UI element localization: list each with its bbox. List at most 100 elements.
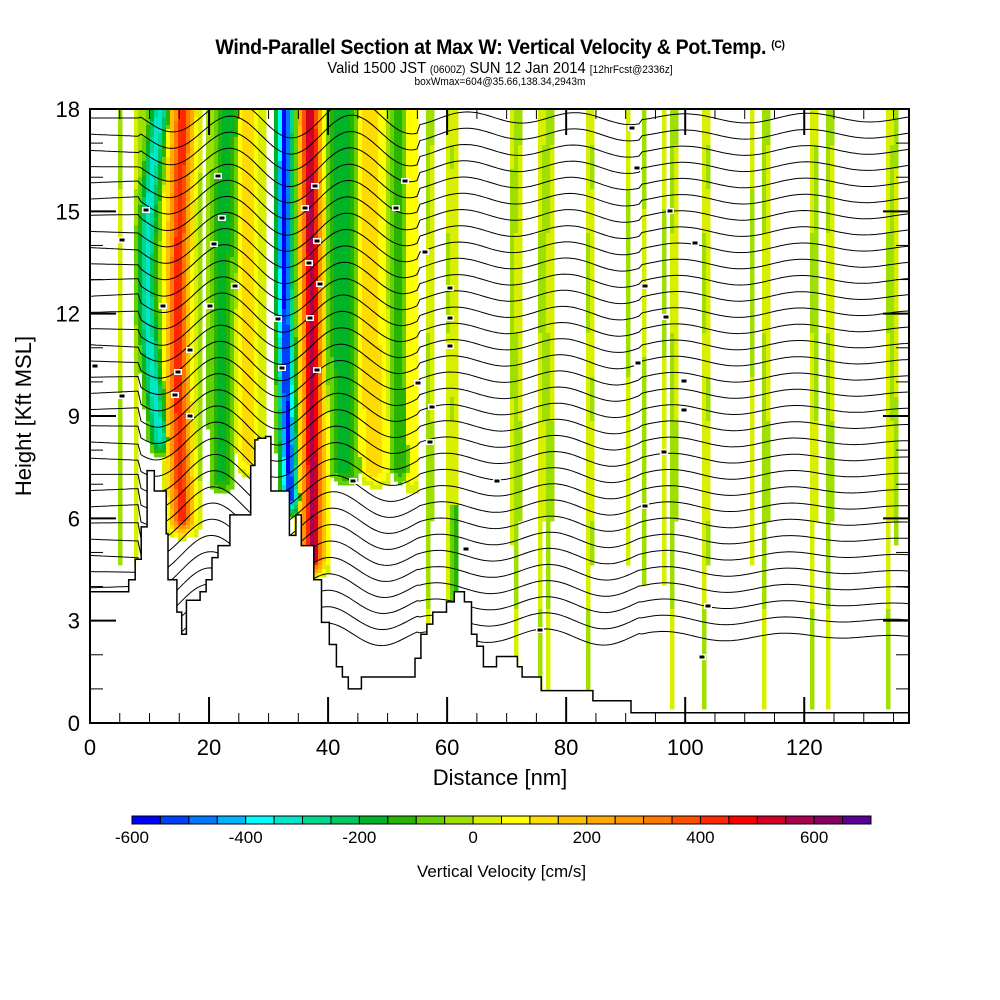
velocity-cell <box>162 141 167 158</box>
velocity-cell <box>762 609 767 710</box>
isentrope-label <box>91 363 99 369</box>
velocity-cell <box>662 357 667 586</box>
velocity-cell <box>158 177 163 202</box>
velocity-cell <box>290 385 295 418</box>
velocity-cell <box>830 145 835 422</box>
isentrope-label-glyph <box>537 628 543 632</box>
isentrope-lines <box>90 109 909 660</box>
velocity-cell <box>174 121 179 166</box>
velocity-cell <box>178 533 183 538</box>
isentrope-label <box>680 407 688 413</box>
velocity-cell <box>278 377 283 410</box>
velocity-cell <box>302 321 307 554</box>
velocity-cell <box>426 109 431 234</box>
velocity-cell <box>450 421 455 506</box>
velocity-cell <box>206 109 211 330</box>
isentrope-label-glyph <box>447 286 453 290</box>
colorbar-segment <box>444 815 474 825</box>
velocity-cell <box>306 253 311 466</box>
velocity-cell <box>426 233 431 334</box>
velocity-cell <box>410 485 415 494</box>
velocity-cell <box>762 233 767 334</box>
isentrope-line <box>90 356 909 398</box>
velocity-cell <box>258 109 263 470</box>
isentrope-line <box>90 109 909 139</box>
box-max-info: boxWmax=604@35.66,138.34,2943m <box>414 76 586 88</box>
velocity-cell <box>290 477 295 502</box>
y-tick-label: 9 <box>68 404 80 429</box>
velocity-cell <box>186 269 191 378</box>
velocity-cell <box>626 377 631 566</box>
isentrope-label <box>301 205 309 211</box>
velocity-cell <box>290 501 295 506</box>
isentrope-label <box>316 281 324 287</box>
velocity-cell <box>542 145 547 422</box>
velocity-cell <box>590 421 595 522</box>
velocity-cell <box>194 529 199 538</box>
velocity-cell <box>150 413 155 426</box>
velocity-cell <box>214 177 219 486</box>
velocity-cell <box>406 481 411 494</box>
x-tick-label: 0 <box>84 735 96 760</box>
velocity-cell <box>706 145 711 190</box>
velocity-cell <box>158 149 163 162</box>
velocity-cell <box>186 109 191 154</box>
isentrope-label-glyph <box>629 126 635 130</box>
isentrope-label-glyph <box>302 206 308 210</box>
velocity-cell <box>306 465 311 562</box>
isentrope-label <box>206 303 214 309</box>
velocity-cell <box>190 529 195 538</box>
velocity-cell <box>226 485 231 494</box>
velocity-cell <box>446 109 451 234</box>
velocity-cell <box>810 333 815 610</box>
velocity-cell <box>190 109 195 126</box>
velocity-cell <box>226 109 231 254</box>
velocity-cell <box>218 481 223 490</box>
velocity-cell <box>334 109 339 370</box>
velocity-cell <box>590 377 595 422</box>
isentrope-line <box>90 195 909 236</box>
velocity-cell <box>162 185 167 194</box>
velocity-cell <box>182 525 187 530</box>
velocity-cell <box>626 189 631 378</box>
isentrope-label-glyph <box>279 366 285 370</box>
velocity-cell <box>706 189 711 378</box>
velocity-cell <box>250 109 255 462</box>
velocity-cell <box>298 493 303 502</box>
isentrope-label-glyph <box>314 239 320 243</box>
velocity-cell <box>174 237 179 414</box>
x-tick-label: 20 <box>197 735 221 760</box>
isentrope-label <box>634 360 642 366</box>
velocity-cell <box>450 109 455 146</box>
velocity-cell <box>290 513 295 518</box>
isentrope-label-glyph <box>642 284 648 288</box>
colorbar-segment <box>472 815 503 825</box>
velocity-cell <box>162 457 167 462</box>
colorbar-segment <box>785 815 815 825</box>
isentrope-label <box>536 627 544 633</box>
velocity-cell <box>294 109 299 338</box>
velocity-cell <box>154 341 159 362</box>
velocity-cell <box>146 421 151 442</box>
colorbar-segment <box>557 815 588 825</box>
colorbar-segment <box>501 815 531 825</box>
isentrope-label-glyph <box>642 504 648 508</box>
velocity-cell <box>298 109 303 126</box>
isentrope-label-glyph <box>393 206 399 210</box>
velocity-cell <box>178 521 183 526</box>
velocity-cell <box>182 537 187 542</box>
velocity-cell <box>158 161 163 178</box>
velocity-cell <box>150 445 155 454</box>
velocity-cell <box>186 529 191 534</box>
velocity-cell <box>246 109 251 466</box>
velocity-cell <box>670 233 675 334</box>
isentrope-label-glyph <box>306 261 312 265</box>
colorbar-segment <box>415 815 446 825</box>
isentrope-line <box>90 389 909 430</box>
velocity-cell <box>402 109 407 390</box>
velocity-cell <box>674 145 679 422</box>
velocity-cell <box>166 157 171 222</box>
velocity-cell <box>294 489 299 502</box>
velocity-cell <box>274 385 279 454</box>
